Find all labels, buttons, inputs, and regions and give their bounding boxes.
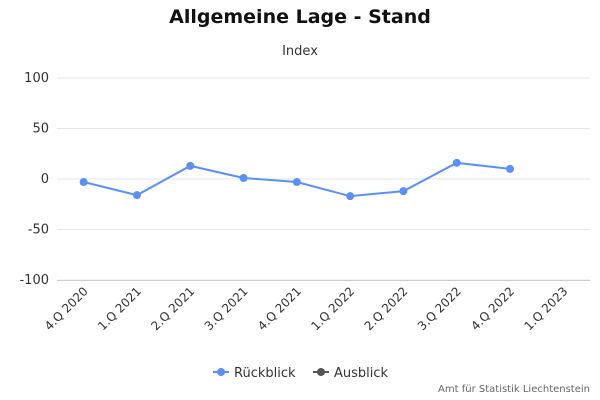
legend-symbol-marker (317, 368, 325, 376)
chart-subtitle: Index (282, 44, 318, 59)
x-tick-label: 4.Q 2021 (255, 284, 304, 333)
x-tick-label: 2.Q 2021 (148, 284, 197, 333)
data-point[interactable] (186, 161, 195, 170)
data-point[interactable] (506, 164, 515, 173)
data-point[interactable] (132, 191, 141, 200)
x-tick-label: 4.Q 2022 (468, 284, 517, 333)
data-point[interactable] (239, 173, 248, 182)
y-tick-label: 100 (24, 71, 49, 86)
data-point[interactable] (79, 178, 88, 187)
legend-item[interactable]: Rückblick (234, 366, 296, 381)
legend-symbol-marker (217, 368, 225, 376)
data-point[interactable] (452, 158, 461, 167)
x-tick-label: 3.Q 2022 (415, 284, 464, 333)
data-point[interactable] (292, 178, 301, 187)
y-tick-label: 0 (41, 172, 49, 187)
x-tick-label: 1.Q 2023 (522, 284, 571, 333)
credits: Amt für Statistik Liechtenstein (438, 384, 590, 395)
x-tick-label: 3.Q 2021 (202, 284, 251, 333)
legend-item[interactable]: Ausblick (334, 366, 389, 381)
y-tick-label: -50 (28, 223, 49, 238)
x-tick-label: 2.Q 2022 (362, 284, 411, 333)
y-tick-label: -100 (19, 273, 49, 288)
y-tick-label: 50 (32, 122, 49, 137)
x-tick-label: 1.Q 2022 (308, 284, 357, 333)
data-point[interactable] (346, 192, 355, 201)
x-tick-label: 4.Q 2020 (42, 284, 91, 333)
chart-title: Allgemeine Lage - Stand (169, 6, 431, 28)
x-tick-label: 1.Q 2021 (95, 284, 144, 333)
data-point[interactable] (399, 187, 408, 196)
